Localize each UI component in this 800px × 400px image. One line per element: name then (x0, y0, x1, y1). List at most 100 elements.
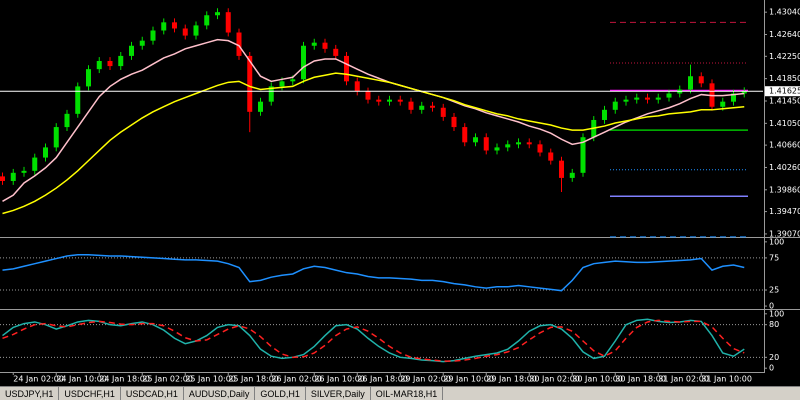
y-tick-label: 25 (769, 286, 779, 295)
candle-body (645, 97, 650, 100)
candle-body (440, 107, 446, 117)
candle-body (64, 113, 70, 128)
candle-body (75, 86, 81, 114)
candle-body (139, 40, 145, 46)
indicator-line (2, 253, 745, 292)
y-tick-label: 75 (769, 253, 779, 262)
candle-body (333, 48, 339, 56)
candle-body (655, 97, 661, 100)
candle-body (301, 45, 306, 80)
candle-body (0, 176, 5, 181)
candle-body (483, 137, 489, 151)
y-tick-label: 0 (769, 302, 774, 311)
y-tick-label: 1.42250 (769, 52, 800, 61)
candle-body (258, 101, 263, 112)
candle-body (53, 127, 59, 148)
x-tick-label: 24 Jan 02:00 (13, 375, 64, 384)
indicator-line (2, 318, 745, 363)
candle-body (365, 91, 371, 100)
candle-body (559, 160, 564, 178)
x-tick-label: 29 Jan 18:00 (486, 375, 537, 384)
symbol-tab[interactable]: USDJPY,H1 (0, 387, 60, 400)
y-tick-label: 1.39470 (769, 207, 800, 216)
candle-body (387, 99, 392, 102)
x-tick-label: 25 Jan 10:00 (185, 375, 236, 384)
candle-body (118, 55, 124, 67)
symbol-tab[interactable]: SILVER,Daily (306, 387, 371, 400)
x-tick-label: 26 Jan 10:00 (314, 375, 365, 384)
x-tick-label: 25 Jan 02:00 (142, 375, 193, 384)
candle-body (150, 30, 156, 41)
candle-body (96, 60, 102, 70)
x-tick-label: 25 Jan 18:00 (228, 375, 279, 384)
x-tick-label: 30 Jan 18:00 (615, 375, 666, 384)
candle-body (580, 137, 586, 173)
candle-body (430, 105, 435, 108)
y-tick-label: 1.40260 (769, 163, 800, 172)
symbol-tab[interactable]: USDCAD,H1 (121, 387, 184, 400)
candle-body (623, 99, 629, 102)
candle-body (397, 99, 403, 102)
candle-body (344, 55, 349, 82)
candle-body (376, 99, 382, 102)
candle-body (225, 12, 231, 33)
candle-body (602, 109, 607, 120)
candle-body (172, 22, 177, 29)
y-tick-label: 100 (769, 237, 784, 246)
x-tick-label: 26 Jan 02:00 (271, 375, 322, 384)
indicator-line (2, 72, 745, 215)
y-tick-label: 1.41450 (769, 96, 800, 105)
y-tick-label: 0 (769, 364, 774, 373)
chart: 1.43040 1.42640 1.42250 1.41850 1.41450 1.410… (0, 0, 800, 384)
candle-body (569, 172, 575, 178)
y-tick-label: 20 (769, 353, 779, 362)
candle-body (451, 116, 457, 128)
candle-body (612, 101, 618, 110)
symbol-tab[interactable]: USDCHF,H1 (59, 387, 121, 400)
candle-body (161, 22, 167, 31)
candle-body (731, 93, 736, 102)
candle-body (129, 45, 134, 56)
candle-body (548, 152, 554, 161)
candle-body (107, 60, 113, 67)
candle-body (86, 69, 91, 87)
candle-body (247, 55, 253, 112)
candle-body (741, 91, 747, 94)
x-tick-label: 31 Jan 02:00 (658, 375, 709, 384)
y-tick-label: 1.41050 (769, 119, 800, 128)
candle-body (698, 76, 704, 84)
y-tick-label: 1.40660 (769, 141, 800, 150)
y-tick-label: 1.43040 (769, 8, 800, 17)
y-tick-label: 80 (769, 320, 779, 329)
candle-body (204, 15, 210, 26)
x-tick-label: 24 Jan 10:00 (56, 375, 107, 384)
indicator-line (2, 38, 745, 202)
candle-body (290, 79, 296, 82)
candle-body (419, 105, 425, 110)
candle-body (505, 144, 511, 148)
candle-body (494, 147, 500, 151)
candle-body (182, 28, 188, 36)
x-tick-label: 31 Jan 10:00 (701, 375, 752, 384)
candle-body (354, 81, 360, 92)
symbol-tabs: USDJPY,H1 USDCHF,H1 USDCAD,H1 AUDUSD,Daily G… (0, 386, 800, 400)
candle-body (666, 93, 672, 98)
y-tick-label: 1.41850 (769, 74, 800, 83)
candle-body (526, 142, 532, 145)
candle-body (193, 25, 199, 36)
candle-body (268, 86, 274, 102)
candle-body (10, 172, 16, 181)
y-tick-label: 1.42640 (769, 30, 800, 39)
symbol-tab[interactable]: GOLD,H1 (255, 387, 306, 400)
candle-body (462, 127, 468, 143)
candle-body (634, 97, 640, 100)
candle-body (21, 170, 27, 173)
candle-body (43, 147, 48, 158)
candle-body (215, 12, 220, 16)
symbol-tab[interactable]: AUDUSD,Daily (184, 387, 256, 400)
candle-body (311, 42, 317, 46)
candle-body (473, 137, 478, 143)
symbol-tab[interactable]: OIL-MAR18,H1 (371, 387, 444, 400)
x-tick-label: 26 Jan 18:00 (357, 375, 408, 384)
